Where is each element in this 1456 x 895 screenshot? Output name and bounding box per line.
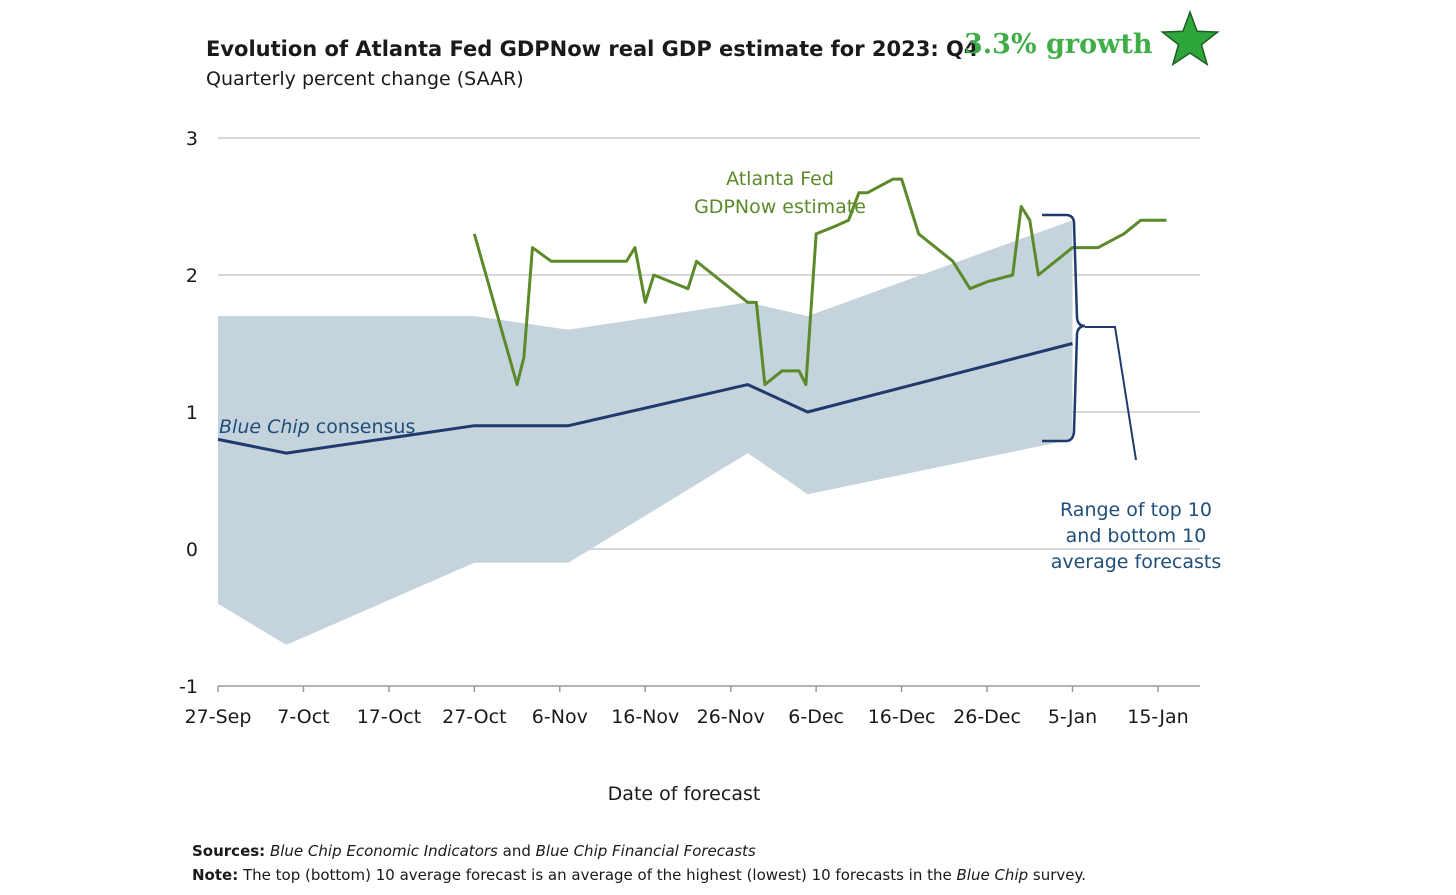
y-tick-label: 0 bbox=[186, 539, 198, 561]
gdpnow-annotation-line2: GDPNow estimate bbox=[694, 196, 866, 218]
tick-labels: 3 2 1 0 -1 27-Sep 7-Oct 17-Oct 27-Oct 6-Nov 16-Nov… bbox=[179, 128, 1189, 728]
range-annotation-line2: and bottom 10 bbox=[1066, 525, 1207, 547]
y-tick-label: 2 bbox=[186, 265, 198, 287]
x-tick-label: 16-Nov bbox=[611, 706, 679, 728]
x-axis bbox=[217, 685, 1200, 692]
gdpnow-line bbox=[472, 177, 1167, 387]
gdpnow-annotation-line1: Atlanta Fed bbox=[726, 168, 834, 190]
x-tick-label: 27-Sep bbox=[185, 706, 252, 728]
range-annotation-line3: average forecasts bbox=[1051, 551, 1222, 573]
range-band bbox=[218, 220, 1073, 645]
bluechip-consensus-line bbox=[217, 342, 1073, 455]
note-line: Note: The top (bottom) 10 average foreca… bbox=[192, 866, 1086, 884]
range-annotation-line1: Range of top 10 bbox=[1060, 499, 1212, 521]
note-label: Note: bbox=[192, 866, 238, 884]
star-icon bbox=[1160, 9, 1220, 67]
note-part1: The top (bottom) 10 average forecast is … bbox=[238, 866, 956, 884]
note-part2: Blue Chip bbox=[957, 866, 1029, 884]
x-tick-label: 26-Nov bbox=[697, 706, 765, 728]
growth-badge: 3.3% growth bbox=[964, 29, 1153, 60]
sources-part1: Blue Chip Economic Indicators bbox=[270, 842, 498, 860]
y-tick-label: 3 bbox=[186, 128, 198, 150]
y-tick-label: 1 bbox=[186, 402, 198, 424]
sources-part2: and bbox=[498, 842, 536, 860]
series-layer bbox=[217, 177, 1167, 455]
chart-subtitle: Quarterly percent change (SAAR) bbox=[206, 68, 524, 90]
x-tick-label: 6-Dec bbox=[788, 706, 844, 728]
x-tick-label: 26-Dec bbox=[953, 706, 1021, 728]
x-tick-label: 7-Oct bbox=[277, 706, 329, 728]
bluechip-annotation-rest: consensus bbox=[310, 416, 416, 438]
sources-line: Sources: Blue Chip Economic Indicators a… bbox=[192, 842, 756, 860]
x-tick-label: 15-Jan bbox=[1127, 706, 1188, 728]
x-tick-label: 5-Jan bbox=[1048, 706, 1097, 728]
x-tick-label: 17-Oct bbox=[357, 706, 421, 728]
x-tick-label: 6-Nov bbox=[532, 706, 588, 728]
note-part3: survey. bbox=[1028, 866, 1086, 884]
sources-part3: Blue Chip Financial Forecasts bbox=[536, 842, 756, 860]
bluechip-annotation-italic: Blue Chip bbox=[219, 416, 310, 438]
range-pointer-line bbox=[1085, 326, 1137, 461]
x-tick-label: 27-Oct bbox=[442, 706, 506, 728]
range-band-layer bbox=[218, 220, 1073, 645]
bluechip-annotation: Blue Chip consensus bbox=[219, 416, 415, 438]
x-axis-title: Date of forecast bbox=[608, 783, 761, 805]
chart-title: Evolution of Atlanta Fed GDPNow real GDP… bbox=[206, 37, 979, 61]
y-tick-label: -1 bbox=[179, 676, 198, 698]
x-tick-label: 16-Dec bbox=[868, 706, 936, 728]
sources-label: Sources: bbox=[192, 842, 265, 860]
